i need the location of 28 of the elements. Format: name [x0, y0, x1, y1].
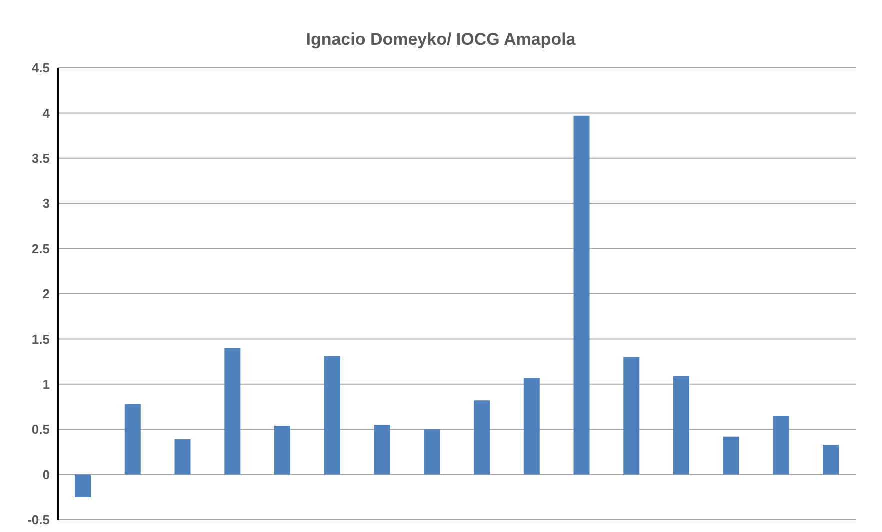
y-tick-label: 4.5 [32, 60, 50, 76]
bar [75, 474, 91, 498]
bar [674, 376, 690, 475]
y-tick-label: -0.5 [28, 512, 50, 528]
bar [823, 444, 840, 475]
bar [224, 348, 241, 475]
y-tick-label: 3 [42, 196, 50, 212]
bar [474, 400, 490, 475]
bar [624, 357, 640, 475]
y-tick-label: 1.5 [32, 332, 50, 347]
y-tick-label: 4 [42, 106, 51, 121]
y-tick-label: 0 [42, 467, 50, 482]
y-tick-label: 0.5 [32, 422, 50, 438]
bar [324, 356, 340, 475]
y-tick-label: 2 [42, 286, 50, 302]
y-tick-label: 2.5 [32, 241, 50, 256]
bar [524, 378, 540, 475]
y-tick-label: 1 [42, 377, 50, 392]
bar [574, 116, 590, 475]
y-tick-label: 3.5 [32, 151, 50, 166]
bar [374, 425, 390, 475]
bar [174, 440, 191, 475]
bar [773, 416, 790, 475]
bar [723, 436, 740, 475]
chart-title: Ignacio Domeyko/ IOCG Amapola [305, 30, 577, 50]
bar [424, 430, 440, 475]
bar [124, 404, 141, 475]
bar [274, 426, 290, 475]
